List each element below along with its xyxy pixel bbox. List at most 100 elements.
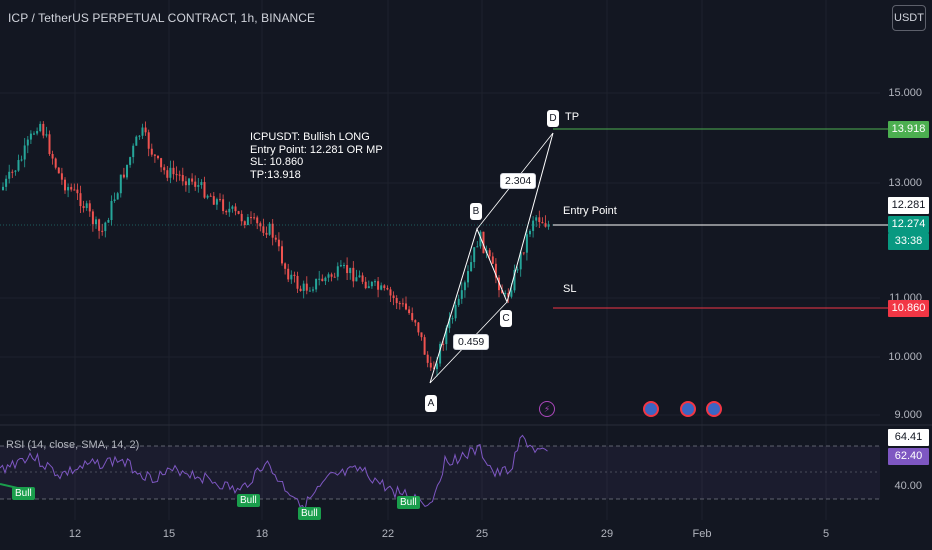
candle-body [274,237,277,240]
candle-body [463,282,466,291]
candle-body [265,232,268,235]
symbol-title[interactable]: ICP / TetherUS PERPETUAL CONTRACT, 1h, B… [8,11,316,25]
bull-signal-label: Bull [298,507,321,520]
ratio-label-ab-c[interactable]: 0.459 [453,334,490,350]
candle-body [494,263,497,278]
last-price-badge: 12.274 [888,216,929,233]
candle-body [150,148,153,155]
candle-body [144,127,147,133]
candle-body [76,189,79,194]
candle-body [231,206,234,209]
candle-body [172,167,175,175]
price-tick: 13.000 [888,177,922,189]
candle-body [445,328,448,345]
candle-body [467,271,469,283]
tp-price-badge: 13.918 [888,121,929,138]
candle-body [529,230,531,235]
rsi-sma-badge: 62.40 [888,448,929,465]
candle-body [290,274,293,280]
candle-body [57,167,60,174]
candle-body [67,187,70,191]
candle-body [39,123,42,132]
candle-body [504,292,507,294]
candle-body [191,178,194,182]
candle-body [281,246,283,264]
candle-body [200,182,203,186]
rsi-indicator-title[interactable]: RSI (14, close, SMA, 14, 2) [6,439,140,451]
candle-body [535,217,538,221]
candle-body [525,234,528,253]
candle-body [287,268,290,280]
candle-body [336,266,339,277]
candle-body [253,217,256,219]
candle-body [277,239,280,247]
candle-body [519,252,522,270]
candle-body [48,134,51,155]
candle-body [5,178,8,187]
candle-body [302,283,305,292]
us-flag-event-icon[interactable] [706,401,722,417]
candle-body [442,343,445,345]
candle-body [343,265,345,267]
currency-button[interactable]: USDT [892,5,926,31]
candle-body [64,179,66,191]
candle-body [116,193,119,200]
us-flag-event-icon[interactable] [643,401,659,417]
time-tick: 12 [68,528,82,540]
time-tick: 5 [822,528,830,540]
candle-body [370,281,373,287]
candle-body [386,287,389,290]
candle-body [166,170,169,178]
candle-body [79,193,82,207]
price-tick: 9.000 [894,409,922,421]
candle-body [488,250,491,257]
candle-body [352,267,355,282]
candle-body [153,154,156,156]
candle-body [60,173,63,180]
candle-body [246,217,249,226]
pattern-point-b[interactable]: B [470,203,482,220]
candle-body [141,127,144,136]
candle-body [104,222,107,232]
candle-body [45,134,48,136]
candle-body [439,343,442,364]
candle-body [91,211,94,225]
us-flag-event-icon[interactable] [680,401,696,417]
candle-body [470,262,473,272]
candle-body [405,303,407,310]
candle-body [33,133,35,135]
candle-body [219,199,221,201]
rsi-value-badge: 64.41 [888,429,929,446]
candle-body [429,362,432,368]
lightning-event-icon[interactable]: ⚡ [539,401,555,417]
candle-body [392,295,395,299]
candle-body [308,290,311,292]
candle-body [476,246,479,248]
candle-body [8,171,11,179]
candle-body [194,181,197,187]
candle-body [256,217,259,224]
candle-body [113,199,116,201]
pattern-point-d[interactable]: D [547,110,559,127]
candle-body [349,267,352,274]
candle-body [507,292,510,297]
candle-body [197,185,200,187]
ratio-label-cd[interactable]: 2.304 [500,173,537,189]
candle-body [135,136,138,146]
rsi-tick: 40.00 [894,480,922,492]
pattern-point-c[interactable]: C [500,310,512,327]
trade-note[interactable]: ICPUSDT: Bullish LONG Entry Point: 12.28… [250,131,383,181]
candle-body [73,189,76,191]
candle-body [315,278,318,290]
pattern-point-a[interactable]: A [425,395,437,412]
candle-body [20,159,23,161]
candle-body [312,289,314,291]
candle-body [215,199,218,205]
candle-body [250,217,252,219]
candle-body [88,203,91,212]
countdown-badge: 33:38 [888,233,929,250]
candle-body [26,139,29,146]
time-tick: Feb [692,528,712,540]
candle-body [408,309,411,314]
